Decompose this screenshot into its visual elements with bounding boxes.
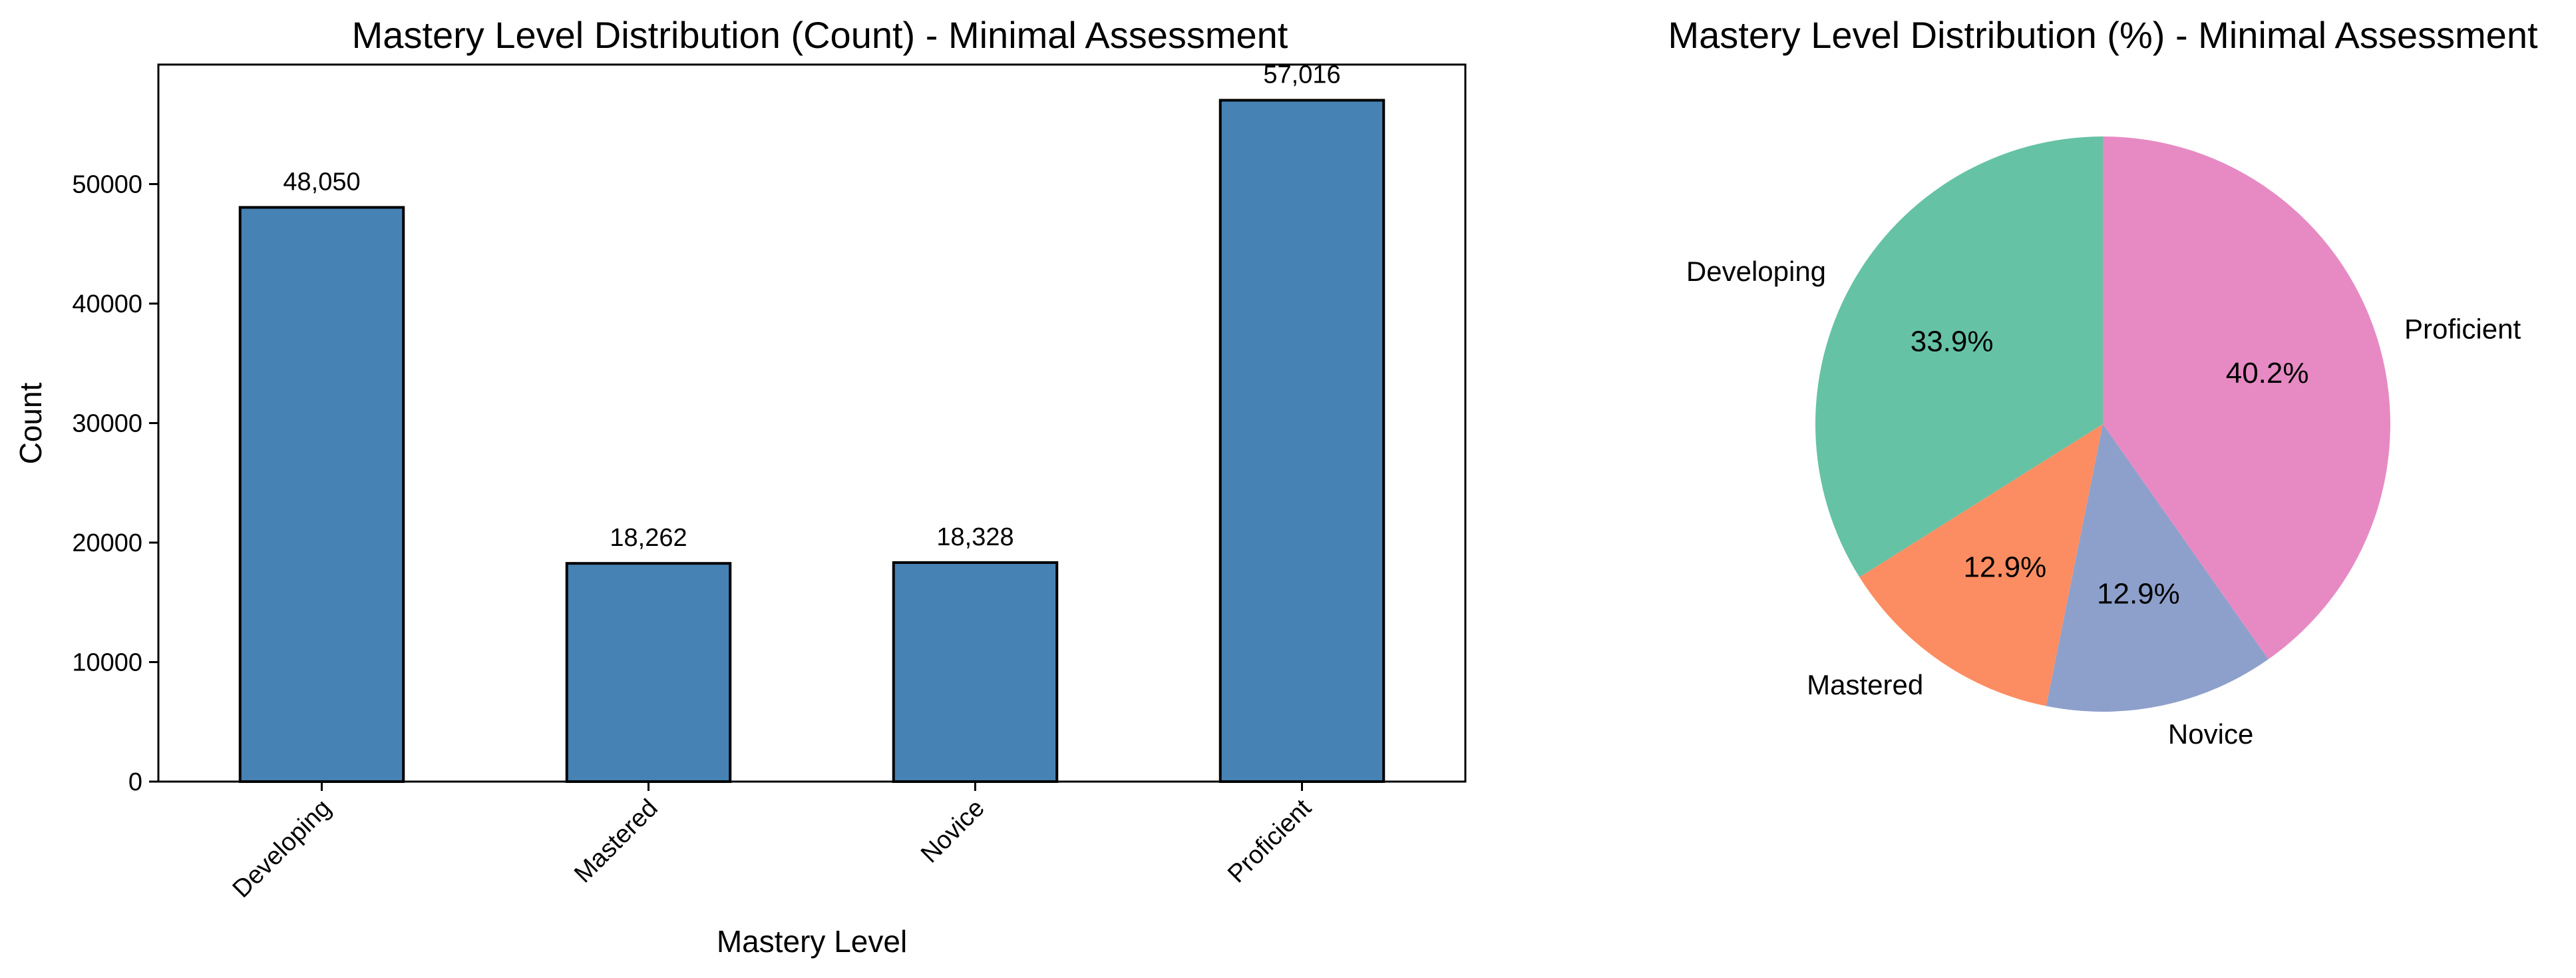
bar-value-label: 48,050 — [283, 168, 360, 196]
bar-value-label: 57,016 — [1263, 61, 1340, 89]
y-axis-ticks: 0 10000 20000 30000 40000 50000 — [72, 171, 158, 796]
y-tick-label: 0 — [128, 768, 142, 796]
pie-slices — [1815, 136, 2391, 712]
pie-chart-title: Mastery Level Distribution (%) - Minimal… — [1668, 14, 2537, 56]
pie-percent-label: 33.9% — [1911, 326, 1994, 358]
pie-category-label: Proficient — [2404, 314, 2521, 345]
pie-slice-mastered — [1859, 424, 2103, 706]
bar-series: 48,050 18,262 18,328 57,016 — [238, 61, 1385, 783]
pie-slice-developing — [1815, 136, 2103, 577]
bar-mastered — [565, 562, 732, 783]
pie-slice-novice — [2046, 424, 2269, 712]
pie-category-label: Developing — [1686, 256, 1826, 287]
y-axis-label: Count — [13, 382, 48, 464]
y-tick-label: 30000 — [72, 410, 142, 438]
plot-frame — [157, 63, 1467, 783]
y-tick-label: 20000 — [72, 529, 142, 557]
y-tick-label: 40000 — [72, 290, 142, 318]
bar-developing — [238, 206, 405, 783]
pie-labels: Developing 33.9% Mastered 12.9% Novice 12.9% P… — [1686, 256, 2521, 750]
bar-value-label: 18,262 — [610, 524, 687, 552]
y-tick-label: 10000 — [72, 649, 142, 677]
bar-novice — [892, 561, 1059, 783]
pie-category-label: Novice — [2168, 718, 2253, 750]
pie-category-label: Mastered — [1807, 669, 1923, 700]
bar-chart-title: Mastery Level Distribution (Count) - Min… — [352, 14, 1288, 56]
bar-proficient — [1218, 99, 1385, 783]
pie-percent-label: 40.2% — [2226, 357, 2309, 389]
pie-chart: Mastery Level Distribution (%) - Minimal… — [1668, 14, 2537, 750]
pie-percent-label: 12.9% — [1963, 551, 2046, 583]
x-axis-label: Mastery Level — [717, 924, 907, 959]
pie-percent-label: 12.9% — [2097, 578, 2180, 611]
pie-slice-proficient — [2103, 136, 2391, 660]
y-tick-label: 50000 — [72, 171, 142, 199]
bar-value-label: 18,328 — [936, 523, 1013, 551]
